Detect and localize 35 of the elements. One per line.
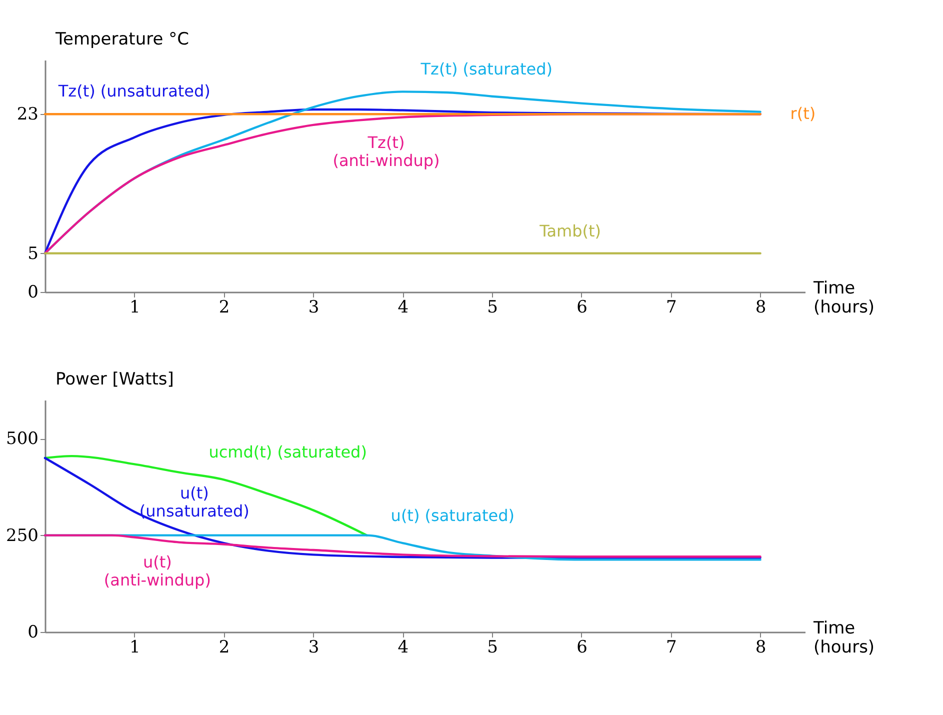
y-tick-label: 0 [28, 282, 38, 302]
x-tick-label: 3 [308, 638, 320, 658]
x-tick-label: 8 [755, 298, 766, 318]
y-tick-label: 250 [6, 526, 38, 546]
y-tick-label: 0 [28, 622, 38, 642]
series-label: u(t) (saturated) [390, 506, 514, 526]
y-axis-title: Temperature °C [54, 30, 189, 50]
x-axis-title: Time (hours) [812, 278, 875, 318]
series-label: u(t) (unsaturated) [139, 484, 250, 521]
x-tick-label: 8 [755, 638, 766, 658]
x-tick-label: 1 [130, 638, 140, 658]
x-tick-label: 2 [218, 298, 230, 318]
x-tick-label: 7 [666, 638, 677, 658]
y-tick-label: 500 [6, 429, 38, 450]
x-tick-label: 5 [487, 298, 498, 318]
series-label: Tz(t) (unsaturated) [57, 81, 210, 100]
series-label: r(t) [790, 104, 816, 124]
x-tick-label: 5 [487, 638, 498, 658]
x-axis-title: Time (hours) [812, 618, 875, 658]
x-tick-label: 3 [308, 298, 320, 318]
x-tick-label: 4 [398, 298, 409, 318]
x-tick-label: 6 [576, 298, 588, 318]
x-tick-label: 4 [398, 638, 409, 658]
x-tick-label: 7 [666, 298, 677, 318]
series-label: Tz(t) (anti-windup) [332, 132, 440, 170]
y-axis-title: Power [Watts] [56, 370, 174, 390]
series-label: ucmd(t) (saturated) [208, 442, 367, 462]
series-label: Tamb(t) [538, 221, 602, 240]
x-tick-label: 6 [576, 638, 588, 658]
y-tick-label: 5 [28, 244, 38, 264]
series-label: Tz(t) (saturated) [420, 60, 553, 79]
series-label: u(t) (anti-windup) [104, 552, 211, 590]
y-tick-label: 23 [16, 104, 38, 125]
x-tick-label: 2 [218, 638, 230, 658]
x-tick-label: 1 [130, 298, 140, 318]
